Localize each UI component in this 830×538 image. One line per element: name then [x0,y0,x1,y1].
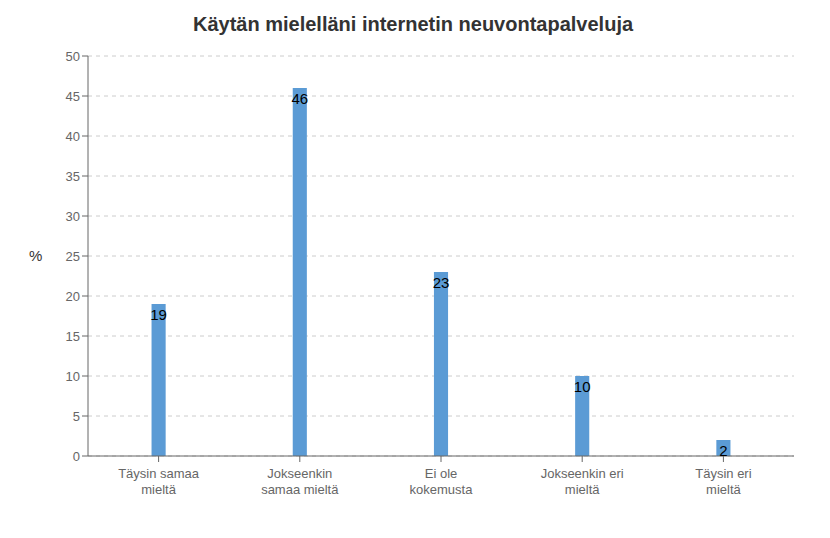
svg-text:Jokseenkin erimieltä: Jokseenkin erimieltä [541,466,624,497]
svg-text:30: 30 [66,209,80,224]
svg-text:15: 15 [66,329,80,344]
svg-text:%: % [29,247,42,264]
svg-text:10: 10 [66,369,80,384]
svg-text:45: 45 [66,89,80,104]
html-text:Käytän mielelläni internetin n: Käytän mielelläni internetin neuvontapal… [192,13,634,35]
svg-text:25: 25 [66,249,80,264]
svg-text:Täysin samaamieltä: Täysin samaamieltä [118,466,200,497]
svg-text:Jokseenkinsamaa mieltä: Jokseenkinsamaa mieltä [261,466,339,497]
svg-text:46: 46 [291,90,308,107]
svg-text:40: 40 [66,129,80,144]
svg-text:Täysin erimieltä: Täysin erimieltä [695,466,751,497]
svg-text:Ei olekokemusta: Ei olekokemusta [410,466,474,497]
svg-text:23: 23 [433,274,450,291]
svg-text:0: 0 [73,449,80,464]
svg-text:5: 5 [73,409,80,424]
svg-text:20: 20 [66,289,80,304]
svg-text:19: 19 [150,306,167,323]
svg-text:10: 10 [574,378,591,395]
svg-text:2: 2 [719,442,727,459]
svg-text:50: 50 [66,49,80,64]
svg-text:35: 35 [66,169,80,184]
